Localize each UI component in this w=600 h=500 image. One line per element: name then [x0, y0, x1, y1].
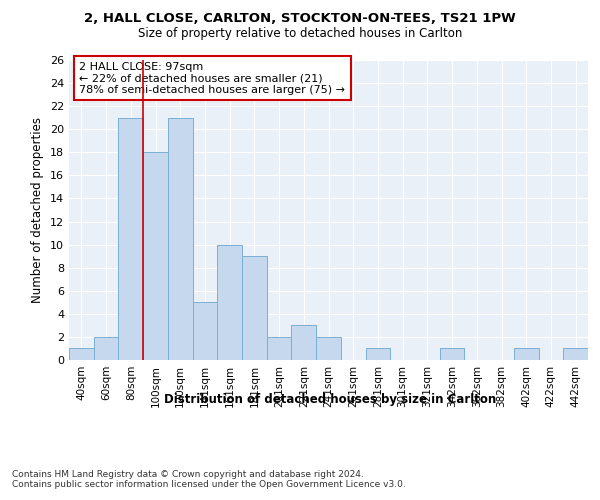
Bar [292, 326, 316, 360]
Bar [440, 348, 464, 360]
Bar [514, 348, 539, 360]
Text: Contains HM Land Registry data © Crown copyright and database right 2024.
Contai: Contains HM Land Registry data © Crown c… [12, 470, 406, 490]
Bar [168, 118, 193, 360]
Bar [563, 348, 588, 360]
Text: 2 HALL CLOSE: 97sqm
← 22% of detached houses are smaller (21)
78% of semi-detach: 2 HALL CLOSE: 97sqm ← 22% of detached ho… [79, 62, 346, 94]
Bar [69, 348, 94, 360]
Text: Size of property relative to detached houses in Carlton: Size of property relative to detached ho… [138, 28, 462, 40]
Bar [217, 244, 242, 360]
Y-axis label: Number of detached properties: Number of detached properties [31, 117, 44, 303]
Bar [316, 337, 341, 360]
Bar [267, 337, 292, 360]
Bar [143, 152, 168, 360]
Text: Distribution of detached houses by size in Carlton: Distribution of detached houses by size … [164, 392, 496, 406]
Bar [94, 337, 118, 360]
Bar [118, 118, 143, 360]
Text: 2, HALL CLOSE, CARLTON, STOCKTON-ON-TEES, TS21 1PW: 2, HALL CLOSE, CARLTON, STOCKTON-ON-TEES… [84, 12, 516, 26]
Bar [193, 302, 217, 360]
Bar [242, 256, 267, 360]
Bar [365, 348, 390, 360]
